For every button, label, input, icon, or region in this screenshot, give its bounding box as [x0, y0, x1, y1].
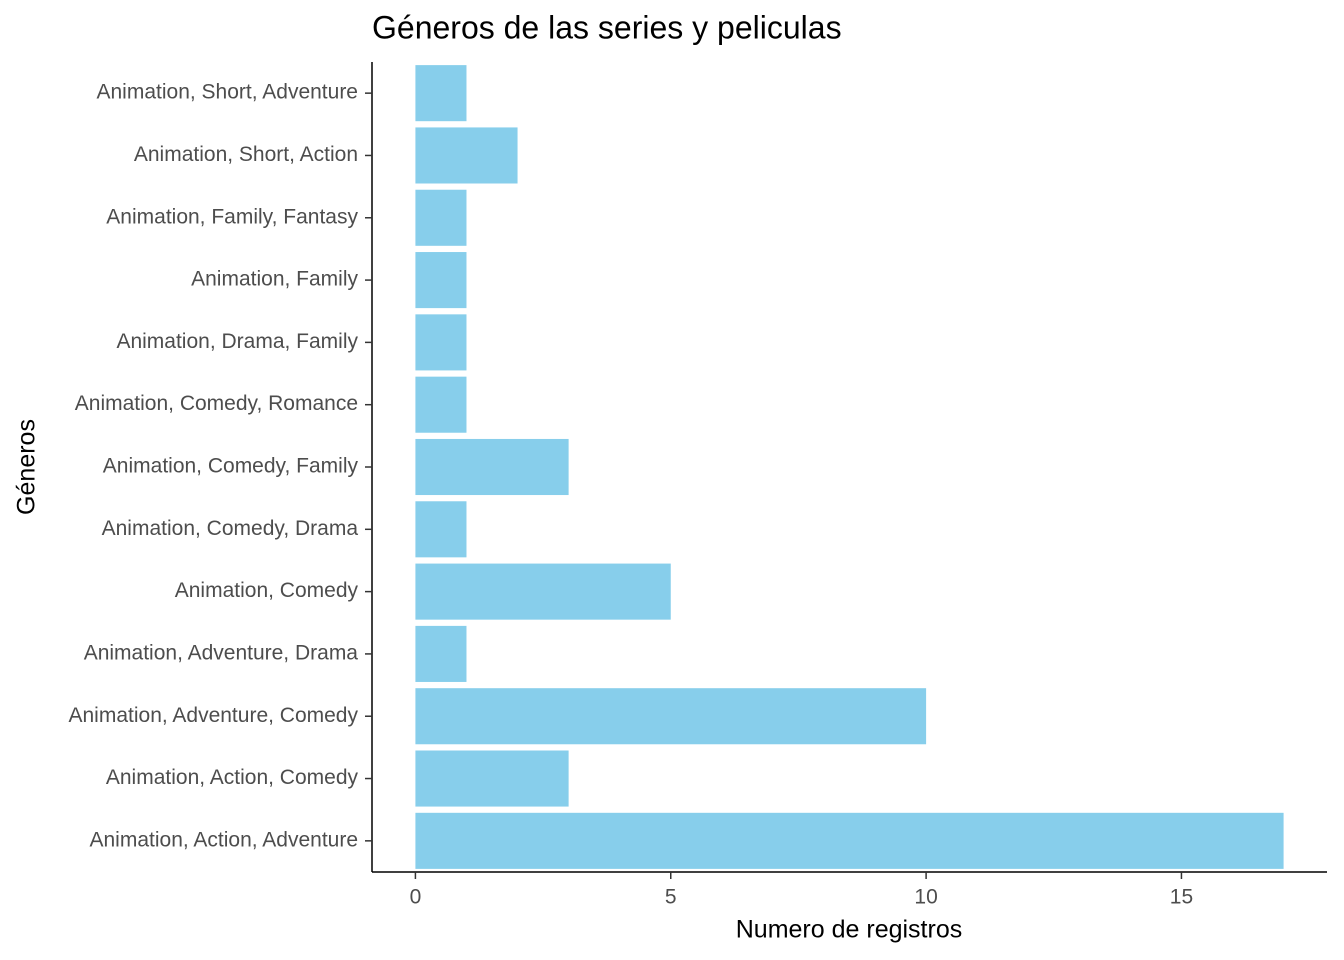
x-tick-label: 0	[410, 886, 422, 909]
y-tick-label: Animation, Comedy, Romance	[75, 392, 358, 415]
bar	[415, 501, 467, 558]
y-tick-label: Animation, Drama, Family	[116, 330, 358, 353]
y-tick-label: Animation, Comedy, Drama	[102, 517, 359, 540]
y-tick-label: Animation, Comedy, Family	[103, 455, 359, 478]
bar	[415, 376, 467, 433]
bar	[415, 127, 518, 184]
y-tick-label: Animation, Short, Action	[134, 143, 358, 166]
bar	[415, 625, 467, 682]
x-tick-label: 10	[914, 886, 937, 909]
y-tick-label: Animation, Family	[191, 268, 358, 291]
bar	[415, 189, 467, 246]
y-tick-label: Animation, Action, Adventure	[90, 828, 359, 851]
y-tick-label: Animation, Action, Comedy	[106, 766, 359, 789]
y-tick-label: Animation, Short, Adventure	[97, 81, 359, 104]
bar	[415, 563, 671, 620]
bar	[415, 688, 927, 745]
y-tick-label: Animation, Adventure, Drama	[84, 641, 359, 664]
bar	[415, 812, 1284, 869]
bar	[415, 65, 467, 122]
chart-title: Géneros de las series y peliculas	[372, 9, 842, 45]
y-tick-label: Animation, Family, Fantasy	[106, 205, 358, 228]
y-tick-label: Animation, Comedy	[175, 579, 359, 602]
bar	[415, 438, 569, 496]
bar	[415, 252, 467, 309]
bar	[415, 314, 467, 371]
y-axis-title: Géneros	[13, 419, 41, 515]
x-tick-label: 15	[1170, 886, 1193, 909]
bar	[415, 750, 569, 807]
x-tick-label: 5	[665, 886, 677, 909]
x-axis-title: Numero de registros	[736, 916, 962, 944]
y-tick-label: Animation, Adventure, Comedy	[69, 704, 359, 727]
